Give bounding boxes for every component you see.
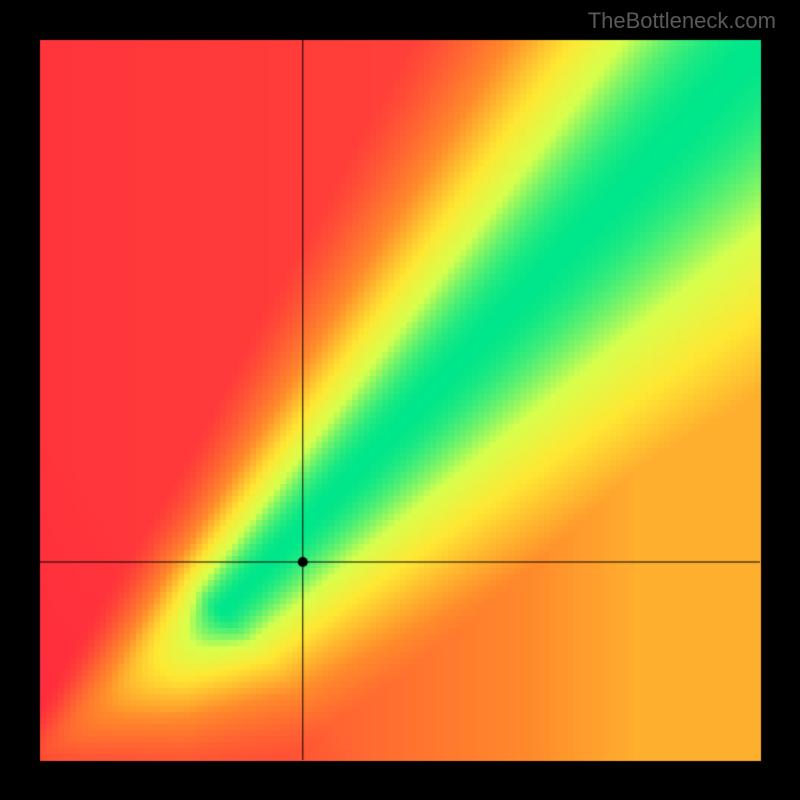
bottleneck-heatmap — [0, 0, 800, 800]
chart-container: TheBottleneck.com — [0, 0, 800, 800]
watermark-text: TheBottleneck.com — [588, 8, 776, 34]
